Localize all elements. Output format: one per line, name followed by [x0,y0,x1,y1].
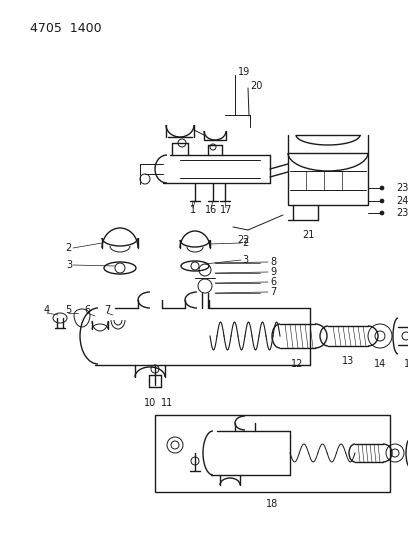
Text: 12: 12 [291,359,303,369]
Text: 20: 20 [250,81,262,91]
Text: 18: 18 [266,499,278,509]
Text: 10: 10 [144,398,156,408]
Text: 2: 2 [66,243,72,253]
Bar [155,415,390,492]
Text: 2: 2 [242,238,248,248]
Text: 1: 1 [190,205,196,215]
Text: 23: 23 [396,208,408,218]
Text: 6: 6 [270,277,276,287]
Circle shape [380,211,384,215]
Text: 15: 15 [404,359,408,369]
Text: 7: 7 [104,305,110,315]
Text: 14: 14 [374,359,386,369]
Text: 23: 23 [396,183,408,193]
Text: 17: 17 [220,205,232,215]
Text: 19: 19 [238,67,250,77]
Text: 16: 16 [205,205,217,215]
Bar [288,153,368,205]
Text: 24: 24 [396,196,408,206]
Text: 6: 6 [84,305,90,315]
Text: 22: 22 [237,235,249,245]
Text: 3: 3 [242,255,248,265]
Text: 4: 4 [44,305,50,315]
Text: 3: 3 [66,260,72,270]
Text: 9: 9 [270,267,276,277]
Text: 8: 8 [270,257,276,267]
Text: 13: 13 [342,356,354,366]
Text: 11: 11 [161,398,173,408]
Circle shape [380,199,384,203]
Circle shape [380,186,384,190]
Text: 4705  1400: 4705 1400 [30,21,102,35]
Text: 21: 21 [302,230,314,240]
Text: 7: 7 [270,287,276,297]
Text: 5: 5 [65,305,71,315]
